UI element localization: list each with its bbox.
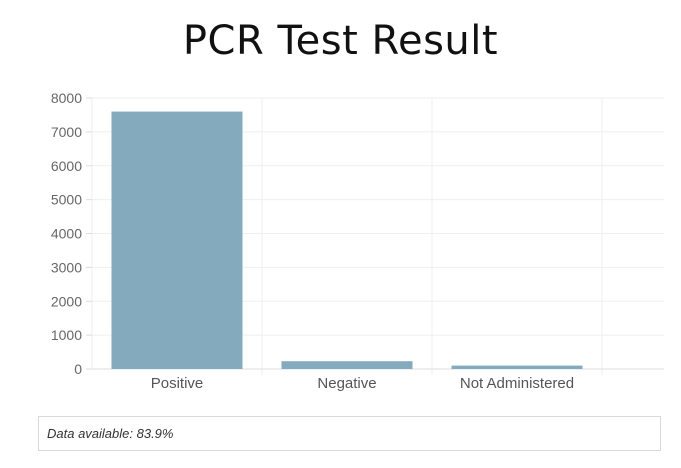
- chart-title: PCR Test Result: [182, 18, 499, 64]
- bar-positive: [111, 111, 243, 370]
- x-tick-label: Not Administered: [460, 375, 574, 392]
- x-tick-label: Positive: [151, 375, 204, 392]
- y-tick-label: 4000: [51, 226, 82, 242]
- y-tick-label: 7000: [51, 124, 82, 140]
- y-axis-ticks: 0 1000 2000 3000 4000 5000 6000 7000 8000: [51, 90, 92, 377]
- y-tick-label: 2000: [51, 293, 82, 309]
- y-tick-label: 0: [74, 361, 82, 377]
- y-tick-label: 6000: [51, 158, 82, 174]
- bar-chart: 0 1000 2000 3000 4000 5000 6000 7000 8000 Positi…: [51, 90, 664, 392]
- y-tick-label: 3000: [51, 259, 82, 275]
- y-tick-label: 5000: [51, 192, 82, 208]
- x-axis-labels: Positive Negative Not Administered: [151, 375, 574, 392]
- bars: [111, 111, 583, 370]
- data-availability-note: Data available: 83.9%: [47, 426, 174, 441]
- y-tick-label: 8000: [51, 90, 82, 106]
- x-tick-label: Negative: [317, 375, 376, 392]
- bar-not-administered: [451, 365, 583, 369]
- y-tick-label: 1000: [51, 327, 82, 343]
- data-availability-box: Data available: 83.9%: [38, 416, 661, 451]
- bar-negative: [281, 361, 413, 369]
